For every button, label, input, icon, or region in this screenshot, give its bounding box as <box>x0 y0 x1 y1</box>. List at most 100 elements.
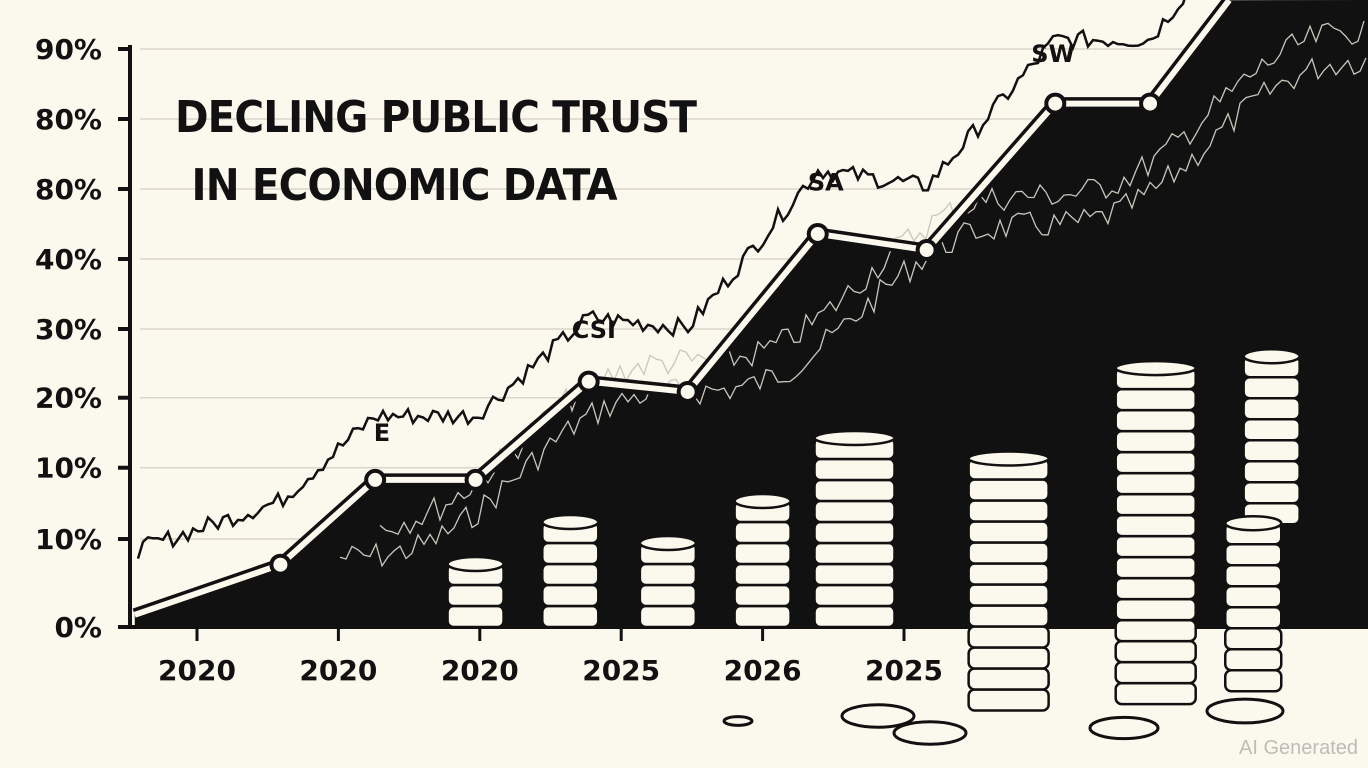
coin <box>967 520 1050 544</box>
y-tick-label: 0% <box>54 611 102 644</box>
annotation-label: SW <box>1031 40 1075 68</box>
coin <box>1224 626 1283 651</box>
x-tick-label: 2020 <box>158 654 236 687</box>
coin-stack <box>541 513 600 629</box>
coin <box>967 667 1050 691</box>
x-tick-label: 2020 <box>299 654 377 687</box>
coin <box>638 583 698 608</box>
coin <box>1242 417 1301 442</box>
coin <box>813 499 896 524</box>
coin <box>733 520 792 545</box>
chart-title: DECLING PUBLIC TRUST IN ECONOMIC DATA <box>175 84 697 220</box>
y-tick-label: 20% <box>35 382 102 415</box>
coin <box>1242 375 1301 400</box>
coin-top <box>967 450 1050 467</box>
data-point <box>364 468 387 491</box>
coin <box>813 478 896 503</box>
annotation-label: E <box>374 419 390 447</box>
coin <box>733 562 792 587</box>
coin-stack <box>638 534 698 629</box>
coin-top <box>813 429 896 447</box>
data-point <box>1139 92 1162 115</box>
coin <box>813 583 896 608</box>
coin-top <box>638 534 698 552</box>
coin-top <box>733 492 792 510</box>
coin <box>733 604 792 629</box>
title-line-1: DECLING PUBLIC TRUST <box>175 92 697 143</box>
coin <box>813 604 896 629</box>
coin <box>446 583 505 608</box>
coin <box>1224 647 1283 672</box>
loose-coin <box>840 703 916 729</box>
coin <box>813 520 896 545</box>
coin <box>967 562 1050 586</box>
x-tick-label: 2025 <box>582 654 660 687</box>
coin <box>446 604 505 629</box>
coin <box>813 562 896 587</box>
x-tick-label: 2025 <box>865 654 943 687</box>
coin <box>1114 513 1197 538</box>
coin <box>1224 542 1283 567</box>
y-tick-label: 80% <box>35 173 102 206</box>
noise-line <box>379 20 1365 536</box>
coin <box>967 541 1050 565</box>
x-tick-label: 2026 <box>724 654 802 687</box>
coin-stack <box>967 450 1050 712</box>
watermark: AI Generated <box>1239 737 1358 759</box>
data-point <box>1044 92 1067 115</box>
coin <box>1224 605 1283 630</box>
coin-stack <box>733 492 792 629</box>
coin <box>638 562 698 587</box>
coin-top <box>1224 514 1283 532</box>
coin <box>967 604 1050 628</box>
coin <box>967 625 1050 649</box>
coin <box>1114 408 1197 433</box>
data-point <box>464 468 487 491</box>
squiggle-line <box>136 0 1186 559</box>
coin <box>1114 471 1197 496</box>
data-point <box>269 553 292 576</box>
loose-coin <box>892 720 968 746</box>
annotation-label: CSI <box>572 316 616 344</box>
coin-stack <box>813 429 896 629</box>
coin-top <box>446 555 505 573</box>
y-tick-label: 10% <box>35 452 102 485</box>
title-line-2: IN ECONOMIC DATA <box>191 160 618 211</box>
noise-line <box>339 57 1367 568</box>
coin <box>967 688 1050 712</box>
coin <box>1114 534 1197 559</box>
data-point <box>806 222 829 245</box>
coin-stack <box>1242 347 1301 526</box>
coin <box>541 604 600 629</box>
coin <box>541 583 600 608</box>
x-tick-label: 2020 <box>441 654 519 687</box>
y-tick-label: 30% <box>35 313 102 346</box>
coin <box>1114 639 1197 664</box>
coin <box>967 646 1050 670</box>
coin <box>733 583 792 608</box>
data-point <box>915 239 938 262</box>
coin <box>967 499 1050 523</box>
coin <box>1242 396 1301 421</box>
coin <box>1114 450 1197 475</box>
coin <box>1114 429 1197 454</box>
coin <box>541 541 600 566</box>
y-tick-label: 40% <box>35 243 102 276</box>
y-tick-label: 80% <box>35 103 102 136</box>
coin-top <box>1242 347 1301 365</box>
data-point <box>577 370 600 393</box>
coin-stack <box>1224 514 1283 693</box>
loose-coin <box>1088 715 1160 741</box>
coin <box>1224 668 1283 693</box>
coin <box>1114 597 1197 622</box>
coin <box>1114 576 1197 601</box>
coin <box>1114 681 1197 706</box>
coin-top <box>541 513 600 531</box>
coin <box>813 541 896 566</box>
coin-stack <box>446 555 505 629</box>
coin <box>541 562 600 587</box>
annotation-label: SA <box>808 168 844 196</box>
coin <box>1242 438 1301 463</box>
coin-stack <box>1114 359 1197 706</box>
